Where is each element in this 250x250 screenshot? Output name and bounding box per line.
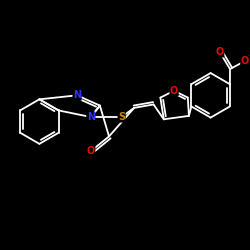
Text: O: O — [241, 56, 249, 66]
Text: O: O — [216, 47, 224, 57]
Text: N: N — [87, 112, 95, 122]
Text: S: S — [118, 112, 125, 122]
Text: O: O — [170, 86, 178, 96]
Text: N: N — [73, 90, 81, 100]
Text: O: O — [87, 146, 95, 156]
